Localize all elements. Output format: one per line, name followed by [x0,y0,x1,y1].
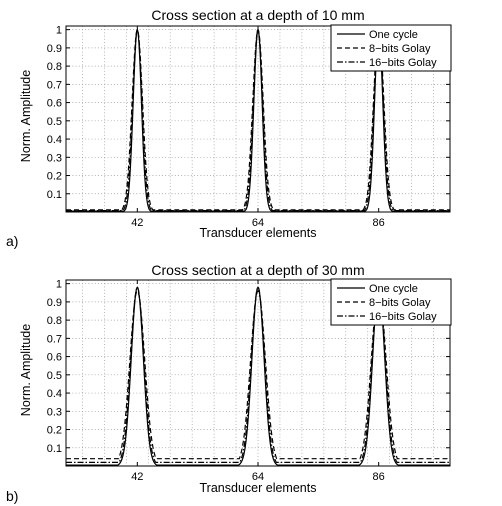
y-tick-label: 0.4 [47,134,62,146]
y-tick-label: 0.6 [47,98,62,110]
y-tick-label: 1 [56,279,62,291]
y-tick-label: 0.8 [47,315,62,327]
panel-label: b) [6,488,18,504]
legend-label: 16−bits Golay [369,311,437,323]
series-line [66,286,450,466]
y-tick-label: 0.3 [47,406,62,418]
x-tick-label: 42 [131,217,143,229]
y-tick-label: 0.5 [47,370,62,382]
y-tick-label: 0.1 [47,189,62,201]
legend-label: One cycle [369,29,418,41]
y-tick-label: 0.2 [47,171,62,183]
legend-box [330,278,452,326]
y-tick-label: 0.7 [47,79,62,91]
x-tick-label: 42 [131,471,143,483]
y-tick-label: 0.4 [47,388,62,400]
chart-panel-b: Cross section at a depth of 30 mm Transd… [6,262,452,504]
y-axis-label: Norm. Amplitude [19,70,33,162]
x-tick-label: 64 [252,471,264,483]
y-tick-label: 0.5 [47,116,62,128]
y-axis-label: Norm. Amplitude [19,324,33,416]
y-tick-label: 0.2 [47,425,62,437]
legend-box [330,24,452,72]
x-tick-label: 64 [252,217,264,229]
y-tick-label: 0.9 [47,297,62,309]
series-line [66,290,450,460]
y-tick-label: 0.1 [47,443,62,455]
legend-label: One cycle [369,283,418,295]
y-tick-label: 0.9 [47,43,62,55]
y-tick-label: 0.8 [47,61,62,73]
chart-title: Cross section at a depth of 30 mm [151,262,364,278]
legend-label: 16−bits Golay [369,57,437,69]
legend-label: 8−bits Golay [369,297,431,309]
y-tick-label: 1 [56,25,62,37]
legend: One cycle 8−bits Golay 16−bits Golay [330,278,452,326]
x-tick-label: 86 [373,217,385,229]
x-tick-label: 86 [373,471,385,483]
y-tick-label: 0.7 [47,333,62,345]
y-tick-label: 0.6 [47,352,62,364]
panel-label: a) [6,233,18,249]
y-tick-label: 0.3 [47,152,62,164]
legend: One cycle 8−bits Golay 16−bits Golay [330,24,452,72]
x-axis-label: Transducer elements [200,481,317,495]
x-axis-label: Transducer elements [200,226,317,240]
chart-panel-a: Cross section at a depth of 10 mm Transd… [6,7,452,249]
chart-title: Cross section at a depth of 10 mm [151,7,364,23]
series-line [66,286,450,463]
legend-label: 8−bits Golay [369,43,431,55]
